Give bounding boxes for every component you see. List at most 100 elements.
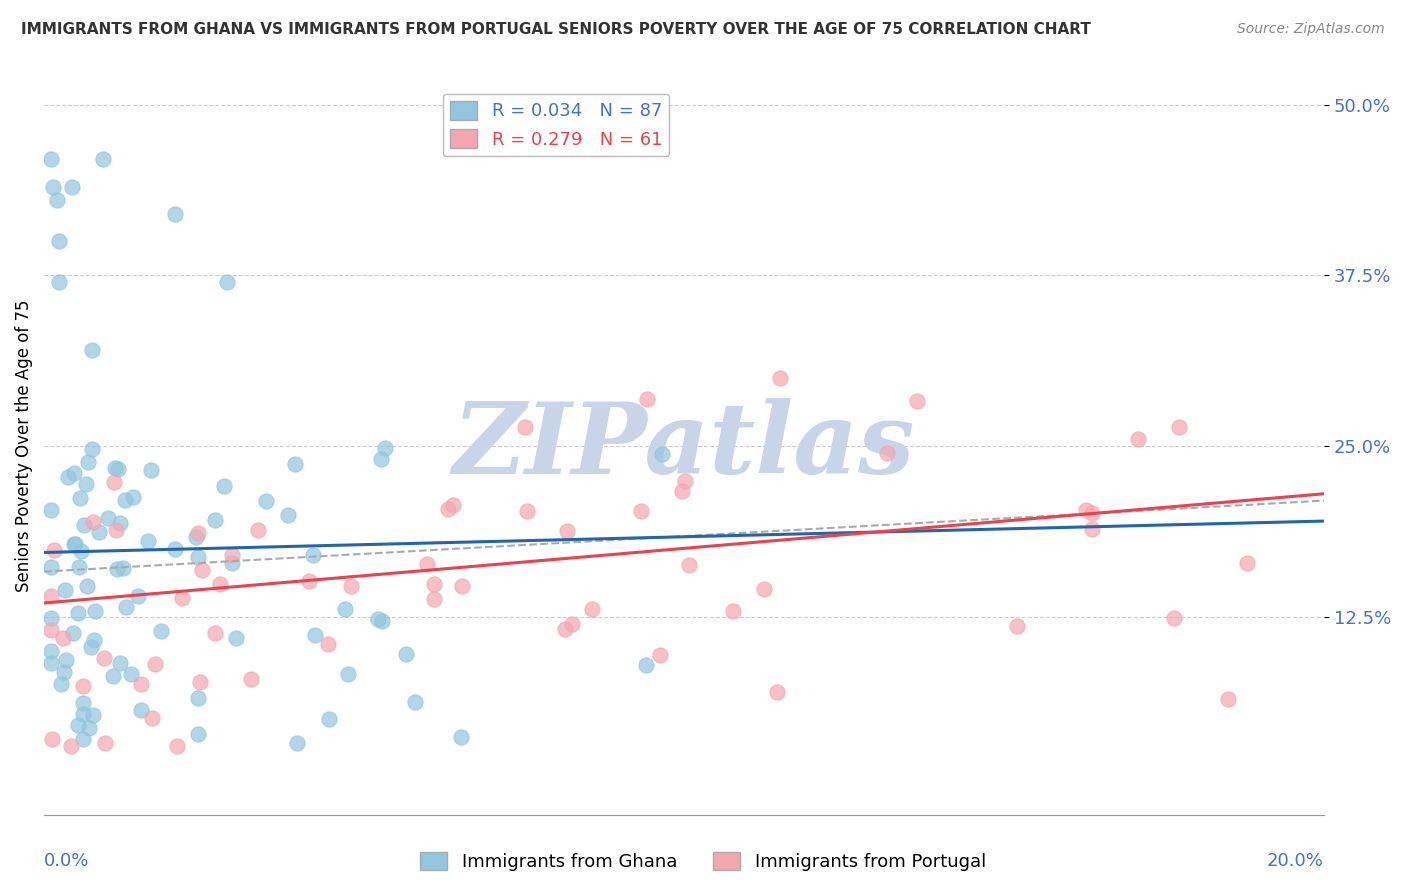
Text: ZIPatlas: ZIPatlas xyxy=(453,398,915,494)
Point xyxy=(62,466,84,480)
Point xyxy=(336,666,359,681)
Point xyxy=(75,477,97,491)
Point xyxy=(876,446,898,460)
Point xyxy=(367,612,389,626)
Point xyxy=(69,491,91,505)
Point xyxy=(371,614,394,628)
Point xyxy=(416,557,439,571)
Point xyxy=(63,537,86,551)
Point xyxy=(1080,522,1102,536)
Y-axis label: Seniors Poverty Over the Age of 75: Seniors Poverty Over the Age of 75 xyxy=(15,300,32,592)
Point xyxy=(41,731,63,746)
Point xyxy=(318,636,340,650)
Point xyxy=(187,691,209,706)
Point xyxy=(52,631,75,645)
Point xyxy=(1168,420,1191,434)
Point xyxy=(84,604,107,618)
Point xyxy=(450,730,472,744)
Point xyxy=(108,656,131,670)
Point xyxy=(561,616,583,631)
Point xyxy=(187,525,209,540)
Point xyxy=(423,577,446,591)
Point xyxy=(188,675,211,690)
Point xyxy=(53,665,76,680)
Point xyxy=(187,727,209,741)
Point xyxy=(72,732,94,747)
Point xyxy=(127,589,149,603)
Point xyxy=(77,455,100,469)
Point xyxy=(221,549,243,563)
Point xyxy=(671,484,693,499)
Point xyxy=(163,542,186,557)
Point xyxy=(335,601,357,615)
Point xyxy=(166,739,188,754)
Point xyxy=(39,560,62,574)
Point xyxy=(42,179,65,194)
Point xyxy=(39,153,62,167)
Point xyxy=(39,611,62,625)
Point xyxy=(636,392,658,406)
Text: Source: ZipAtlas.com: Source: ZipAtlas.com xyxy=(1237,22,1385,37)
Point xyxy=(136,533,159,548)
Point xyxy=(80,442,103,457)
Text: IMMIGRANTS FROM GHANA VS IMMIGRANTS FROM PORTUGAL SENIORS POVERTY OVER THE AGE O: IMMIGRANTS FROM GHANA VS IMMIGRANTS FROM… xyxy=(21,22,1091,37)
Point xyxy=(163,207,186,221)
Point xyxy=(285,736,308,750)
Point xyxy=(39,589,62,603)
Point xyxy=(120,666,142,681)
Point xyxy=(83,632,105,647)
Point xyxy=(115,600,138,615)
Point xyxy=(48,275,70,289)
Point xyxy=(1163,611,1185,625)
Point xyxy=(754,582,776,596)
Point xyxy=(42,542,65,557)
Point xyxy=(187,550,209,565)
Legend: R = 0.034   N = 87, R = 0.279   N = 61: R = 0.034 N = 87, R = 0.279 N = 61 xyxy=(443,94,669,156)
Point xyxy=(769,370,792,384)
Point xyxy=(404,695,426,709)
Point xyxy=(77,721,100,735)
Point xyxy=(93,650,115,665)
Point xyxy=(53,582,76,597)
Point xyxy=(217,275,239,289)
Point xyxy=(105,523,128,537)
Point xyxy=(72,707,94,722)
Point xyxy=(277,508,299,522)
Point xyxy=(91,153,114,167)
Point xyxy=(39,624,62,638)
Point xyxy=(441,498,464,512)
Point xyxy=(191,563,214,577)
Point xyxy=(1216,691,1239,706)
Point xyxy=(246,523,269,537)
Point xyxy=(39,503,62,517)
Point xyxy=(62,625,84,640)
Point xyxy=(58,470,80,484)
Legend: Immigrants from Ghana, Immigrants from Portugal: Immigrants from Ghana, Immigrants from P… xyxy=(413,845,993,879)
Point xyxy=(513,419,536,434)
Point xyxy=(67,718,90,732)
Point xyxy=(60,739,83,754)
Point xyxy=(112,561,135,575)
Point xyxy=(80,343,103,358)
Point xyxy=(723,604,745,618)
Point xyxy=(212,479,235,493)
Point xyxy=(105,562,128,576)
Point xyxy=(82,707,104,722)
Point xyxy=(67,606,90,620)
Point xyxy=(101,669,124,683)
Point xyxy=(141,711,163,725)
Point xyxy=(374,442,396,456)
Point xyxy=(107,462,129,476)
Point xyxy=(340,579,363,593)
Point xyxy=(436,502,458,516)
Point xyxy=(1128,432,1150,446)
Point xyxy=(114,493,136,508)
Point xyxy=(678,558,700,572)
Point xyxy=(1080,506,1102,520)
Point xyxy=(143,657,166,671)
Point xyxy=(240,672,263,686)
Point xyxy=(55,653,77,667)
Point xyxy=(284,457,307,471)
Point xyxy=(451,579,474,593)
Point xyxy=(630,503,652,517)
